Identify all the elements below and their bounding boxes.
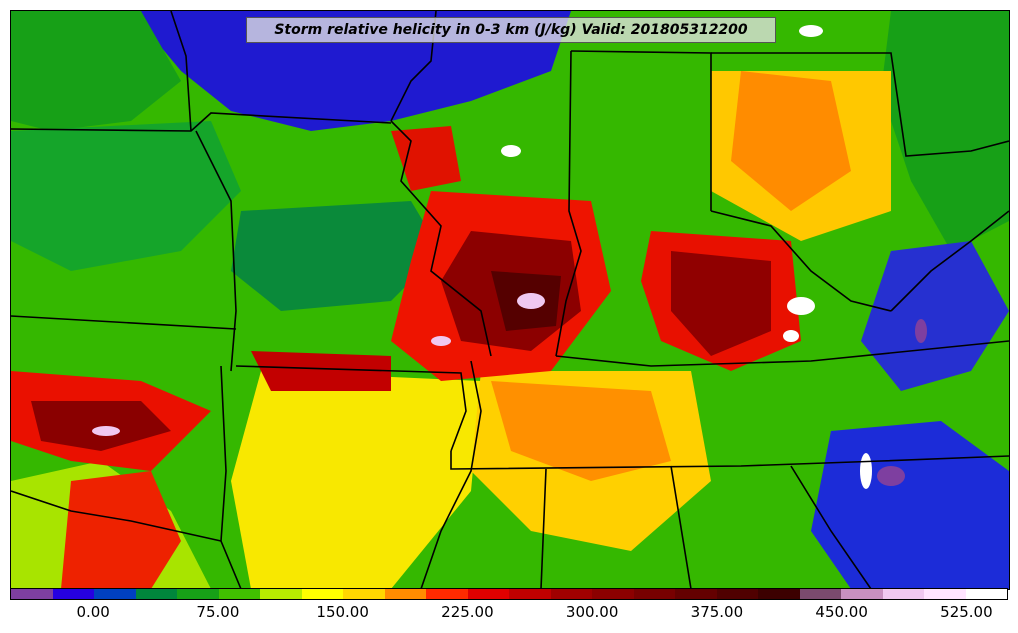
colorbar-swatch: [592, 589, 634, 599]
boundary-line: [450, 451, 1009, 470]
field-peak-purple-1: [877, 466, 905, 486]
colorbar-swatch: [633, 589, 675, 599]
colorbar: [10, 588, 1008, 600]
field-region-se-blue: [811, 421, 1009, 589]
field-region-red-sw: [61, 471, 181, 589]
colorbar-swatch: [135, 589, 177, 599]
colorbar-swatch: [94, 589, 136, 599]
colorbar-tick-label: 450.00: [815, 603, 868, 621]
field-region-orange-ne: [731, 71, 851, 211]
field-peak-pink-2: [431, 336, 451, 346]
colorbar-swatch: [177, 589, 219, 599]
boundary-line: [170, 11, 192, 132]
colorbar-swatch: [52, 589, 94, 599]
colorbar-swatch: [426, 589, 468, 599]
boundary-line: [390, 120, 492, 357]
colorbar-swatch: [343, 589, 385, 599]
boundary-line: [890, 210, 1009, 312]
colorbar-swatch: [509, 589, 551, 599]
colorbar-tick-label: 150.00: [316, 603, 369, 621]
colorbar-swatch: [11, 589, 53, 599]
colorbar-swatch: [882, 589, 924, 599]
colorbar-tick-label: 75.00: [196, 603, 240, 621]
boundary-line: [11, 112, 392, 132]
boundary-line: [220, 365, 242, 589]
field-region-maroon-east: [671, 251, 771, 356]
boundary-line: [11, 315, 237, 330]
colorbar-swatch: [716, 589, 758, 599]
field-peak-white-2: [783, 330, 799, 342]
field-peak-pink-3: [92, 426, 120, 436]
state-boundaries: [11, 11, 1009, 589]
boundary-line: [711, 52, 1009, 157]
boundary-line: [555, 50, 582, 357]
colorbar-tick-label: 375.00: [690, 603, 744, 621]
colorbar-swatch: [758, 589, 800, 599]
colorbar-tick-labels: 0.00 75.00 150.00 225.00 300.00 375.00 450.00 5…: [10, 601, 1008, 625]
field-region-north-green: [11, 11, 181, 131]
boundary-line: [710, 210, 892, 312]
field-peak-white-5: [799, 25, 823, 37]
helicity-field-map: [11, 11, 1009, 589]
boundary-line: [11, 490, 222, 542]
field-region-yellow-1: [231, 371, 481, 589]
boundary-line: [420, 360, 482, 589]
colorbar-swatch: [301, 589, 343, 599]
field-region-se-blue-2: [861, 241, 1009, 391]
colorbar-swatch: [384, 589, 426, 599]
field-region-ne-green: [881, 11, 1009, 251]
field-region-red-band: [251, 351, 391, 391]
field-region-darkgreen-1: [231, 201, 441, 311]
colorbar-swatch: [799, 589, 841, 599]
colorbar-tick-label: 525.00: [940, 603, 993, 621]
colorbar-swatch: [550, 589, 592, 599]
field-region-red-north: [391, 126, 461, 191]
field-peak-white-4: [860, 453, 872, 489]
colorbar-tick-label: 0.00: [76, 603, 110, 621]
colorbar-swatch: [467, 589, 509, 599]
colorbar-tick-label: 225.00: [441, 603, 494, 621]
field-region-orange-south: [491, 381, 671, 481]
map-title: Storm relative helicity in 0-3 km (J/kg)…: [246, 17, 776, 43]
boundary-line: [790, 465, 872, 589]
field-region-maroon-west: [31, 401, 171, 451]
colorbar-swatch: [924, 589, 966, 599]
boundary-line: [540, 468, 547, 589]
colorbar-swatch: [841, 589, 883, 599]
colorbar-swatch: [218, 589, 260, 599]
boundary-line: [195, 130, 237, 372]
boundary-line: [235, 365, 467, 452]
colorbar-swatch: [260, 589, 302, 599]
field-peak-pink-1: [517, 293, 545, 309]
colorbar-swatch: [675, 589, 717, 599]
field-region-darkgreen-2: [11, 121, 241, 271]
boundary-line: [555, 340, 1009, 367]
colorbar-tick-label: 300.00: [565, 603, 619, 621]
boundary-line: [670, 465, 692, 589]
field-peak-white-1: [787, 297, 815, 315]
field-peak-purple-2: [915, 319, 927, 343]
field-peak-white-3: [501, 145, 521, 157]
colorbar-swatch: [965, 589, 1007, 599]
map-panel: Storm relative helicity in 0-3 km (J/kg)…: [10, 10, 1010, 590]
